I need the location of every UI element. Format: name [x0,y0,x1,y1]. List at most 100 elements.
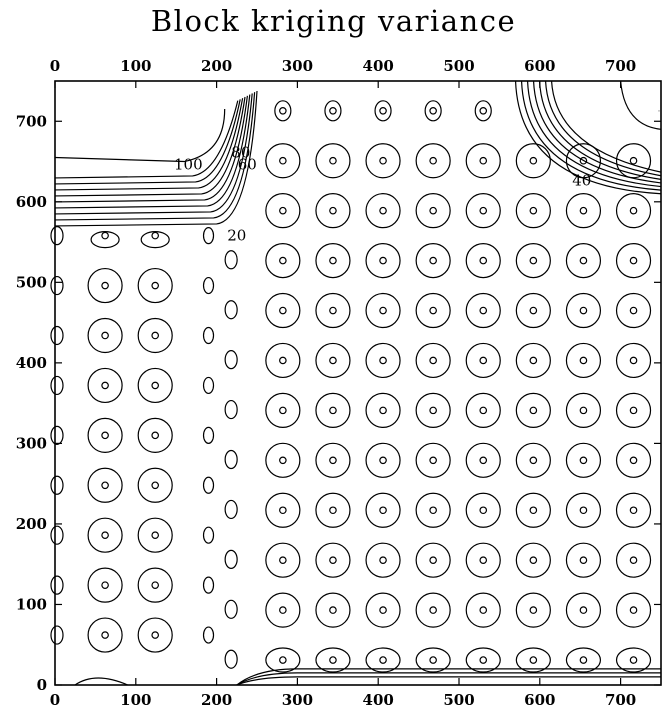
contour-ring-outer [365,442,401,478]
contour-ring-small [202,626,215,644]
contour-ring-outer [615,143,652,179]
sample-point-center [279,156,287,165]
sample-point-center [529,356,538,365]
contour-ring-outer [415,647,451,673]
sample-point-center [529,456,538,465]
sample-point-center [279,206,287,215]
sample-point-center [529,256,538,265]
sample-point-center [629,456,638,465]
contour-ring-outer [265,193,301,229]
contour-ring-outer [415,193,451,229]
contour-ring-outer [365,392,401,428]
x-tick-label-bottom: 100 [120,691,151,709]
contour-ring-outer [365,492,401,528]
contour-ring-outer [565,647,602,673]
sample-point-center [579,556,588,564]
sample-point-center [629,406,638,415]
sample-point-center [279,306,287,315]
contour-ring-outer [265,392,301,428]
contour-line-top [54,92,256,221]
contour-ring-outer [515,542,551,578]
contour-line-top-right [538,80,662,180]
y-tick-label: 400 [16,354,47,372]
contour-ring-edge [50,275,64,296]
contour-ring-outer [565,342,602,379]
sample-point-center [329,506,337,515]
contour-ring-outer [465,392,501,428]
sample-point-center [429,256,437,265]
contour-ring-outer [615,542,652,578]
contour-ring-outer [315,342,351,379]
x-tick-label-top: 600 [524,57,555,75]
contour-ring-outer [465,592,501,628]
sample-point-center [479,556,488,564]
sample-point-center [101,631,109,639]
contour-ring-outer [265,143,301,179]
sample-point-center [379,406,387,415]
contour-ring-outer [615,592,652,628]
sample-point-center [529,656,538,664]
contour-ring-small [224,649,238,669]
contour-ring-outer [265,242,301,279]
contour-ring-outer [365,592,401,628]
contour-line-top [54,90,258,227]
sample-point-center [429,356,437,365]
sample-point-center [429,606,437,614]
sample-point-center [379,256,387,265]
sample-point-center [151,531,159,540]
contour-ring-small [224,499,238,520]
contour-ring-outer [465,542,501,578]
contour-ring-small [224,300,238,320]
contour-line-top-right [550,80,662,173]
contour-ring-outer [365,242,401,279]
sample-point-center [379,606,387,614]
sample-point-center [579,456,588,465]
contour-ring-small [202,576,215,594]
contour-line-top [54,96,246,197]
contour-ring-outer [137,617,173,653]
sample-point-center [529,556,538,564]
x-tick-label-top: 0 [50,57,60,75]
x-tick-label-top: 500 [443,57,474,75]
sample-point-center [329,356,337,365]
contour-ring-outer [87,417,123,453]
contour-ring-outer [137,317,173,354]
contour-ring-outer [515,193,551,229]
sample-point-center [629,656,638,664]
contour-ring-outer [615,342,652,379]
sample-point-center [579,306,588,315]
sample-point-center [101,281,109,290]
sample-point-center [151,631,159,639]
y-tick-label: 700 [16,112,47,130]
sample-point-center [629,356,638,365]
contour-label: 60 [238,156,257,174]
contour-ring-outer [365,542,401,578]
sample-point-center [151,581,159,589]
sample-point-center [429,206,437,215]
contour-ring-small [202,276,215,295]
contour-ring-outer [565,592,602,628]
sample-point-center [429,106,437,115]
sample-point-center [579,356,588,365]
sample-point-center [279,606,287,614]
contour-ring-outer [565,193,602,229]
contour-ring-edge [50,325,64,346]
contour-ring-small [202,376,215,395]
contour-ring-outer [87,467,123,503]
sample-point-center [279,406,287,415]
sample-point-center [279,256,287,265]
contour-ring-outer [465,292,501,329]
sample-point-center [529,306,538,315]
contour-ring-outer [265,592,301,628]
x-tick-label-bottom: 600 [524,691,555,709]
contour-ring-outer [265,442,301,478]
contour-ring-outer [615,242,652,279]
contour-ring-small [224,350,238,370]
sample-point-center [579,256,588,265]
contour-ring-inner [324,100,342,122]
contour-ring-outer [87,317,123,354]
y-tick-label: 200 [16,515,47,533]
sample-point-center [629,206,638,215]
contour-ring-outer [515,492,551,528]
